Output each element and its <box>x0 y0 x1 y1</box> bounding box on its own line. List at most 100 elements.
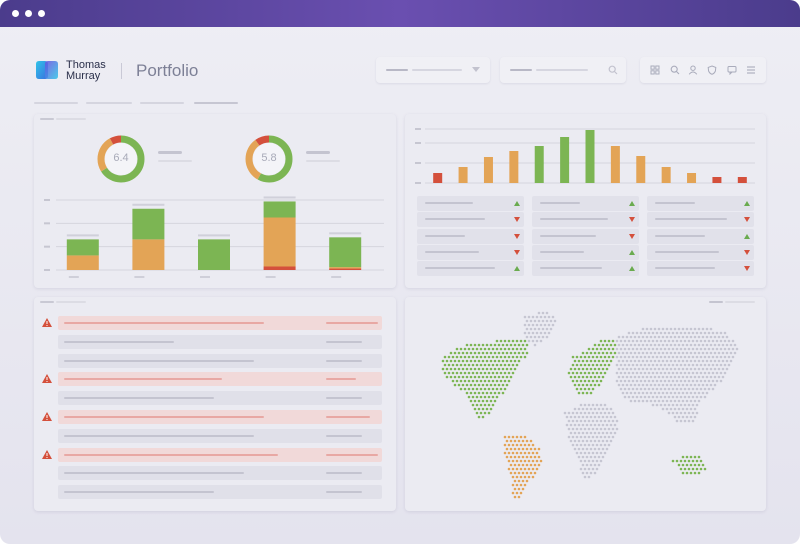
trend-table-row[interactable] <box>532 228 639 244</box>
trend-table-row[interactable] <box>417 244 524 260</box>
map-dot-asia <box>651 371 655 375</box>
column-bar[interactable] <box>737 177 747 183</box>
column-bar[interactable] <box>610 146 620 183</box>
column-bar[interactable] <box>534 146 544 183</box>
stacked-bar-segment[interactable] <box>132 208 165 240</box>
window-dot-3[interactable] <box>38 10 45 17</box>
column-bar[interactable] <box>687 173 697 183</box>
map-dot-asia <box>689 407 693 411</box>
stacked-bar-segment[interactable] <box>329 237 362 268</box>
trend-table-row[interactable] <box>417 261 524 277</box>
map-dot-africa <box>593 415 597 419</box>
map-dot-north-america <box>477 343 481 347</box>
map-dot-asia <box>657 351 661 355</box>
donut-1-sublabel-placeholder <box>158 160 192 162</box>
map-dot-australia <box>697 463 701 467</box>
map-dot-africa <box>581 407 585 411</box>
map-dot-asia <box>629 335 633 339</box>
list-row[interactable] <box>58 334 382 349</box>
map-dot-africa <box>589 415 593 419</box>
window-dot-1[interactable] <box>12 10 19 17</box>
stacked-bar-segment[interactable] <box>329 267 362 269</box>
app-header: Thomas Murray Portfolio <box>0 27 800 107</box>
trend-table-row[interactable] <box>417 196 524 211</box>
menu-icon[interactable] <box>746 65 756 75</box>
breadcrumb-item[interactable] <box>34 102 78 104</box>
trend-table-row[interactable] <box>647 244 754 260</box>
trend-table-row[interactable] <box>647 228 754 244</box>
stacked-bar-segment[interactable] <box>329 268 362 270</box>
map-dot-asia <box>619 371 623 375</box>
map-dot-north-america <box>505 367 509 371</box>
column-bar[interactable] <box>560 137 570 183</box>
list-row[interactable] <box>58 466 382 481</box>
map-dot-asia <box>717 359 721 363</box>
map-dot-asia <box>697 399 701 403</box>
trend-table-row[interactable] <box>647 212 754 228</box>
map-dot-asia <box>669 367 673 371</box>
donut-1-segment-3[interactable] <box>97 135 145 183</box>
map-dot-asia <box>651 355 655 359</box>
alert-row[interactable] <box>58 372 382 387</box>
chat-icon[interactable] <box>727 65 737 75</box>
stacked-bar-segment[interactable] <box>66 255 99 270</box>
column-bar[interactable] <box>661 167 671 183</box>
trend-table-row[interactable] <box>417 212 524 228</box>
map-dot-asia <box>663 387 667 391</box>
alert-row[interactable] <box>58 410 382 424</box>
user-icon[interactable] <box>688 65 698 75</box>
column-bar[interactable] <box>458 167 468 183</box>
list-row[interactable] <box>58 485 382 500</box>
column-bar[interactable] <box>433 173 443 183</box>
grid-icon[interactable] <box>650 65 660 75</box>
trend-table-row[interactable] <box>417 228 524 244</box>
stacked-bar-segment[interactable] <box>263 201 296 218</box>
breadcrumb-item-current[interactable] <box>194 102 238 104</box>
donut-2-segment-3[interactable] <box>245 135 293 183</box>
map-dot-asia <box>619 379 623 383</box>
stacked-bar-segment[interactable] <box>66 239 99 256</box>
column-bar[interactable] <box>585 130 595 183</box>
breadcrumb-item[interactable] <box>86 102 132 104</box>
list-row[interactable] <box>58 353 382 368</box>
map-dot-africa <box>603 411 607 415</box>
shield-icon[interactable] <box>707 65 717 75</box>
search-input[interactable] <box>500 57 626 83</box>
trend-table-row[interactable] <box>532 196 639 211</box>
stacked-bar-segment[interactable] <box>132 239 165 270</box>
list-row[interactable] <box>58 391 382 406</box>
trend-table-row[interactable] <box>647 196 754 211</box>
trend-table-row[interactable] <box>532 244 639 260</box>
list-row[interactable] <box>58 428 382 443</box>
filter-dropdown[interactable] <box>376 57 490 83</box>
map-dot-north-america <box>489 375 493 379</box>
trend-table-row[interactable] <box>647 261 754 277</box>
search-icon[interactable] <box>670 65 680 75</box>
window-dot-2[interactable] <box>25 10 32 17</box>
trend-row-label-placeholder <box>655 218 727 221</box>
map-dot-north-america <box>515 339 519 343</box>
map-dot-north-america <box>447 363 451 367</box>
map-dot-africa <box>573 431 577 435</box>
donut-1-segment-2[interactable] <box>97 135 145 183</box>
map-dot-north-america <box>451 371 455 375</box>
map-dot-asia <box>645 391 649 395</box>
stacked-bar-segment[interactable] <box>263 266 296 271</box>
alert-row[interactable] <box>58 316 382 330</box>
map-dot-asia <box>627 371 631 375</box>
breadcrumb-item[interactable] <box>140 102 184 104</box>
column-bar[interactable] <box>636 156 646 183</box>
map-dot-north-america <box>473 343 477 347</box>
map-dot-asia <box>615 355 619 359</box>
trend-table-row[interactable] <box>532 261 639 277</box>
column-bar[interactable] <box>509 151 519 183</box>
stacked-bar-segment[interactable] <box>263 217 296 267</box>
stacked-bar-segment[interactable] <box>198 239 230 270</box>
trend-table-row[interactable] <box>532 212 639 228</box>
world-map[interactable] <box>405 297 766 511</box>
alert-row[interactable] <box>58 447 382 462</box>
column-bar[interactable] <box>712 177 722 183</box>
donut-2-segment-2[interactable] <box>245 135 293 183</box>
column-bar[interactable] <box>483 157 493 183</box>
map-dot-north-america <box>465 367 469 371</box>
